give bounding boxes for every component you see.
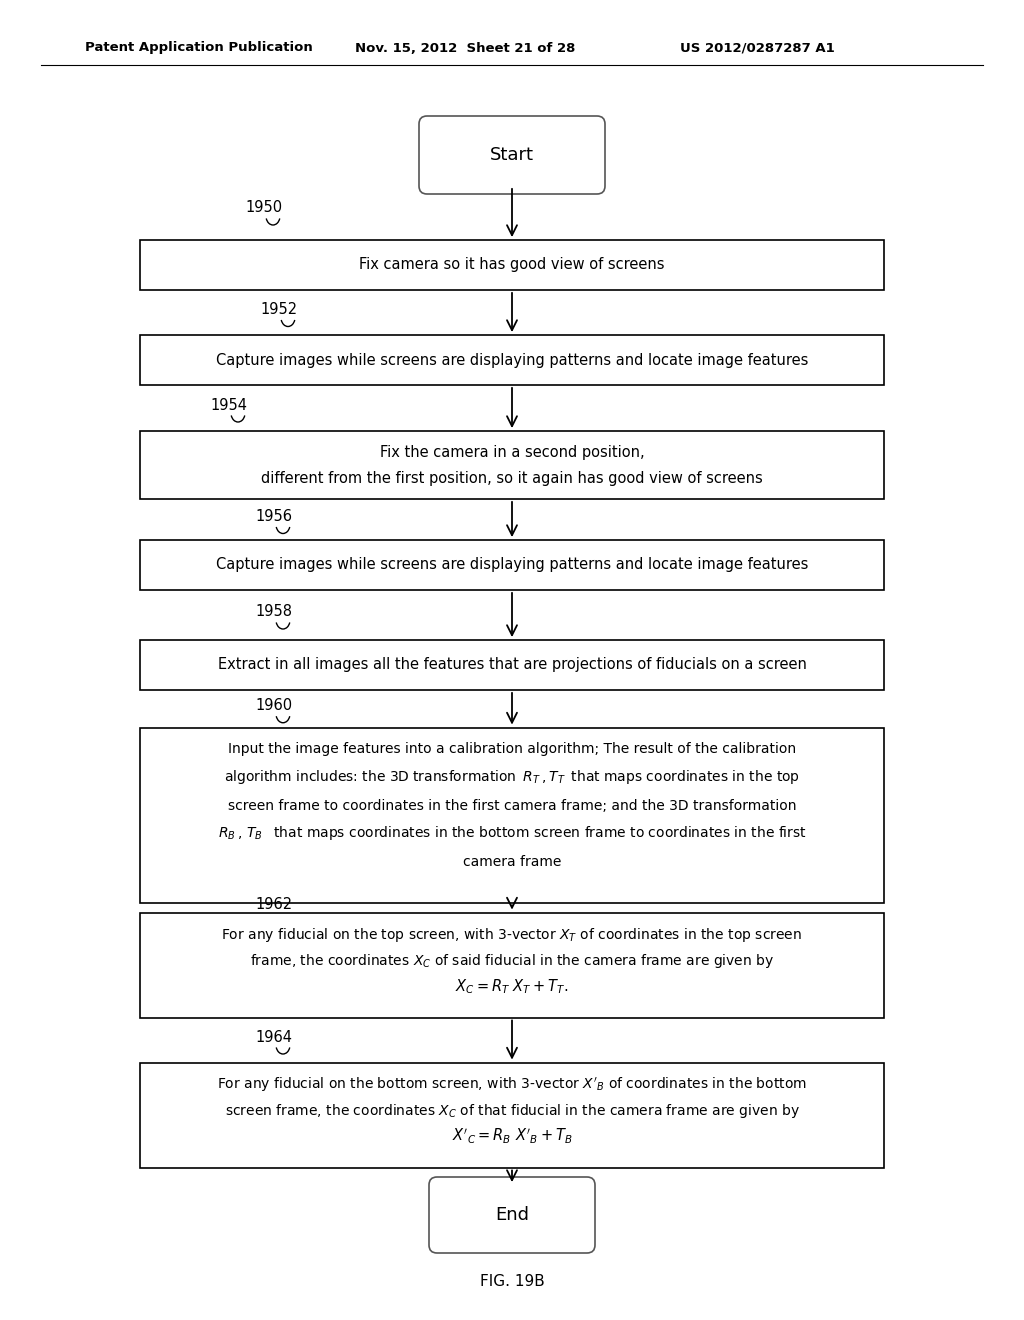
Text: 1964: 1964 [255, 1030, 292, 1044]
Text: FIG. 19B: FIG. 19B [479, 1275, 545, 1290]
Text: 1956: 1956 [255, 510, 292, 524]
Text: 1962: 1962 [255, 898, 292, 912]
FancyBboxPatch shape [429, 1177, 595, 1253]
Text: End: End [495, 1206, 529, 1224]
Text: Start: Start [490, 147, 534, 164]
Bar [140, 540, 884, 590]
Text: $X_C = R_T\ X_T + T_T.$: $X_C = R_T\ X_T + T_T.$ [456, 977, 568, 995]
Text: different from the first position, so it again has good view of screens: different from the first position, so it… [261, 470, 763, 486]
Bar [140, 432, 884, 499]
Bar [140, 912, 884, 1018]
Bar [140, 240, 884, 290]
Bar [140, 1063, 884, 1167]
Text: 1952: 1952 [260, 302, 297, 317]
Text: frame, the coordinates $X_C$ of said fiducial in the camera frame are given by: frame, the coordinates $X_C$ of said fid… [250, 952, 774, 969]
Bar [140, 640, 884, 690]
Text: For any fiducial on the top screen, with 3-vector $X_T$ of coordinates in the to: For any fiducial on the top screen, with… [221, 925, 803, 944]
Text: $X'_C = R_B\ X'_B + T_B$: $X'_C = R_B\ X'_B + T_B$ [452, 1127, 572, 1146]
Text: US 2012/0287287 A1: US 2012/0287287 A1 [680, 41, 835, 54]
Text: Capture images while screens are displaying patterns and locate image features: Capture images while screens are display… [216, 352, 808, 367]
Text: camera frame: camera frame [463, 854, 561, 869]
Text: Patent Application Publication: Patent Application Publication [85, 41, 312, 54]
Text: Extract in all images all the features that are projections of fiducials on a sc: Extract in all images all the features t… [217, 657, 807, 672]
Text: Nov. 15, 2012  Sheet 21 of 28: Nov. 15, 2012 Sheet 21 of 28 [355, 41, 575, 54]
Text: 1960: 1960 [255, 698, 292, 713]
FancyBboxPatch shape [419, 116, 605, 194]
Text: 1958: 1958 [255, 605, 292, 619]
Text: screen frame, the coordinates $X_C$ of that fiducial in the camera frame are giv: screen frame, the coordinates $X_C$ of t… [224, 1101, 800, 1119]
Text: $R_B$ , $T_B$   that maps coordinates in the bottom screen frame to coordinates : $R_B$ , $T_B$ that maps coordinates in t… [217, 825, 807, 842]
Text: Fix camera so it has good view of screens: Fix camera so it has good view of screen… [359, 257, 665, 272]
Text: Fix the camera in a second position,: Fix the camera in a second position, [380, 445, 644, 459]
Text: screen frame to coordinates in the first camera frame; and the 3D transformation: screen frame to coordinates in the first… [227, 799, 797, 813]
Bar [140, 335, 884, 385]
Text: For any fiducial on the bottom screen, with 3-vector $X'_B$ of coordinates in th: For any fiducial on the bottom screen, w… [217, 1076, 807, 1093]
Text: 1954: 1954 [210, 397, 247, 412]
Text: Capture images while screens are displaying patterns and locate image features: Capture images while screens are display… [216, 557, 808, 573]
Text: algorithm includes: the 3D transformation  $R_T$ , $T_T$  that maps coordinates : algorithm includes: the 3D transformatio… [224, 768, 800, 787]
Text: 1950: 1950 [245, 201, 283, 215]
Text: Input the image features into a calibration algorithm; The result of the calibra: Input the image features into a calibrat… [228, 742, 796, 756]
Bar [140, 727, 884, 903]
